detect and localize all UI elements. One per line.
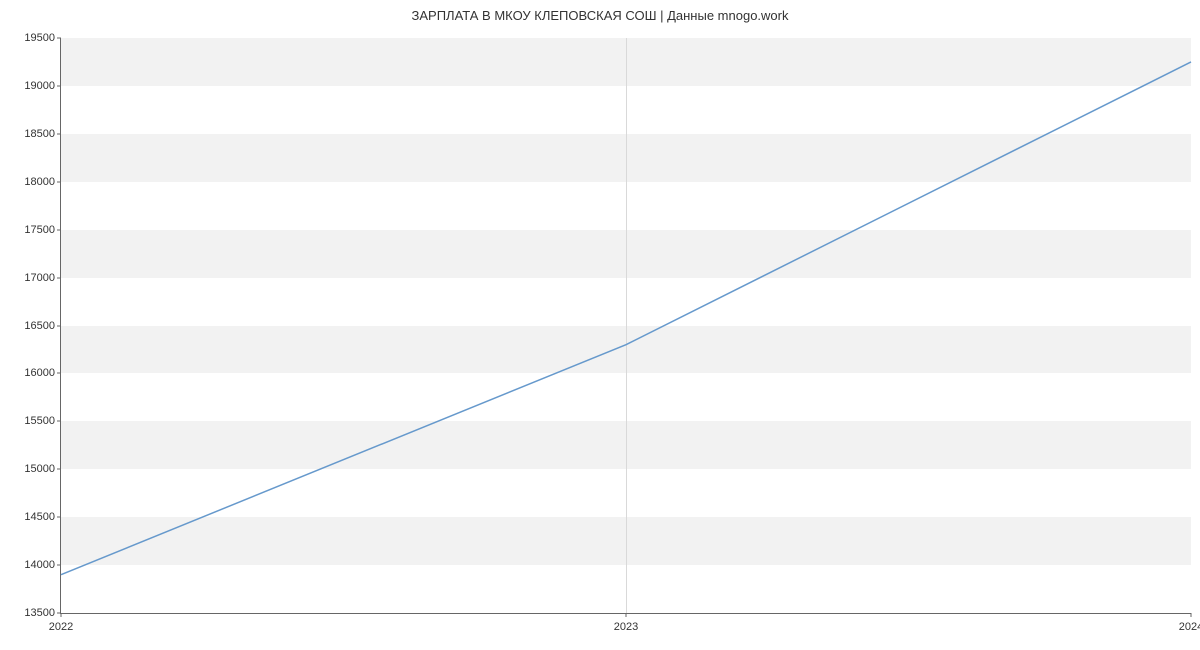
x-tick-label: 2024: [1179, 621, 1200, 633]
line-series: [61, 38, 1191, 613]
salary-line-chart: ЗАРПЛАТА В МКОУ КЛЕПОВСКАЯ СОШ | Данные …: [0, 0, 1200, 650]
x-tick-mark: [1191, 613, 1192, 617]
y-tick-label: 17500: [24, 224, 55, 236]
x-tick-mark: [61, 613, 62, 617]
y-tick-label: 15500: [24, 415, 55, 427]
plot-area: 1350014000145001500015500160001650017000…: [60, 38, 1191, 614]
y-tick-label: 17000: [24, 272, 55, 284]
y-tick-label: 14000: [24, 559, 55, 571]
y-tick-label: 18000: [24, 176, 55, 188]
series-line: [61, 62, 1191, 575]
x-tick-label: 2023: [614, 621, 638, 633]
x-tick-label: 2022: [49, 621, 73, 633]
y-tick-label: 14500: [24, 511, 55, 523]
y-tick-label: 19000: [24, 80, 55, 92]
y-tick-label: 13500: [24, 607, 55, 619]
y-tick-label: 15000: [24, 463, 55, 475]
y-tick-label: 16000: [24, 367, 55, 379]
chart-title: ЗАРПЛАТА В МКОУ КЛЕПОВСКАЯ СОШ | Данные …: [0, 8, 1200, 23]
y-tick-label: 19500: [24, 32, 55, 44]
y-tick-label: 18500: [24, 128, 55, 140]
x-tick-mark: [626, 613, 627, 617]
y-tick-label: 16500: [24, 320, 55, 332]
